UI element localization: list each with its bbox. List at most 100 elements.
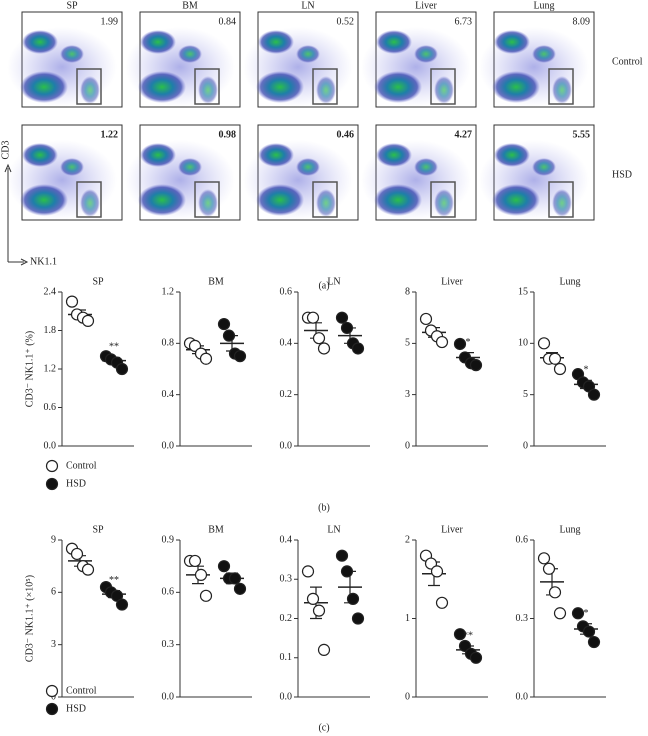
subplot-title: BM <box>208 276 224 287</box>
y-tick-label: 0.1 <box>280 652 293 663</box>
dot <box>582 625 596 638</box>
population <box>60 158 84 176</box>
dot <box>453 337 467 351</box>
legend-marker <box>45 684 59 698</box>
y-tick-label: 0 <box>405 691 410 702</box>
dot <box>306 311 320 324</box>
dot <box>81 314 95 327</box>
y-tick-label: 0.3 <box>516 613 529 624</box>
y-tick-label: 6 <box>51 587 56 598</box>
population <box>178 45 202 63</box>
y-tick-label: 5 <box>405 338 410 349</box>
y-tick-label: 0.3 <box>280 574 293 585</box>
dot <box>312 332 326 345</box>
dot <box>553 362 567 376</box>
dot <box>335 311 349 324</box>
population <box>414 158 438 176</box>
gate <box>194 68 220 105</box>
subplot-title: LN <box>327 524 340 535</box>
dot <box>317 342 331 355</box>
y-tick-label: 0.4 <box>162 389 175 400</box>
gate-percent: 1.99 <box>101 16 119 27</box>
population <box>492 71 540 103</box>
significance: ** <box>109 342 119 353</box>
column-title: Lung <box>533 0 554 11</box>
gate <box>76 68 102 105</box>
dot <box>306 592 320 605</box>
legend-marker <box>45 459 59 473</box>
dot <box>548 586 562 599</box>
population <box>256 184 304 216</box>
dot <box>222 329 236 342</box>
y-tick-label: 2.4 <box>44 286 57 297</box>
dot <box>335 549 349 562</box>
dot <box>194 568 208 581</box>
population <box>80 76 100 104</box>
row-label: HSD <box>612 169 632 180</box>
column-title: LN <box>301 0 314 11</box>
y-tick-label: 0.9 <box>162 534 175 545</box>
population <box>532 45 556 63</box>
subplot-title: LN <box>327 276 340 287</box>
y-tick-label: 0.0 <box>162 691 175 702</box>
y-tick-label: 0.6 <box>516 534 529 545</box>
dot <box>553 607 567 620</box>
population <box>552 189 572 217</box>
population <box>434 76 454 104</box>
significance: * <box>584 608 589 619</box>
dot <box>233 582 247 595</box>
population <box>532 158 556 176</box>
population <box>296 45 320 63</box>
legend-label: Control <box>66 460 97 471</box>
dot <box>419 312 433 326</box>
x-axis-label: NK1.1 <box>30 256 57 267</box>
dot <box>587 388 601 401</box>
gate <box>194 181 220 218</box>
population <box>434 189 454 217</box>
caption: (a) <box>318 280 329 291</box>
subplot-title: SP <box>92 276 104 287</box>
y-tick-label: 0.6 <box>280 286 293 297</box>
dot <box>537 337 551 350</box>
dot <box>312 604 326 617</box>
y-tick-label: 2 <box>405 534 410 545</box>
dot <box>199 352 213 365</box>
subplot-title: Liver <box>441 524 463 535</box>
population <box>296 158 320 176</box>
population <box>138 184 186 216</box>
y-tick-label: 1.2 <box>44 363 57 374</box>
population <box>492 184 540 216</box>
column-title: SP <box>66 0 78 11</box>
gate <box>548 68 574 105</box>
dot <box>233 350 247 363</box>
dot <box>435 335 449 349</box>
legend-marker <box>45 702 59 716</box>
dot <box>351 342 365 355</box>
subplot-title: Lung <box>559 276 580 287</box>
y-axis-label: CD3⁻ NK1.1⁺ (%) <box>24 331 35 407</box>
legend-label: HSD <box>66 703 86 714</box>
dot <box>340 321 354 335</box>
significance: * <box>584 365 589 376</box>
gate-percent: 1.22 <box>101 129 119 140</box>
population <box>374 71 422 103</box>
population <box>316 76 336 104</box>
y-tick-label: 3 <box>405 389 410 400</box>
gate <box>430 181 456 218</box>
gate <box>548 181 574 218</box>
dot <box>301 565 315 578</box>
gate-percent: 0.98 <box>219 129 237 140</box>
dot <box>351 612 365 625</box>
population <box>178 158 202 176</box>
caption: (b) <box>318 502 330 513</box>
dot <box>115 598 129 611</box>
population <box>316 189 336 217</box>
population <box>140 30 176 54</box>
gate <box>312 68 338 105</box>
y-tick-label: 8 <box>405 286 410 297</box>
population <box>138 71 186 103</box>
gate-percent: 0.84 <box>219 16 237 27</box>
legend-marker <box>45 477 59 491</box>
population <box>140 143 176 167</box>
